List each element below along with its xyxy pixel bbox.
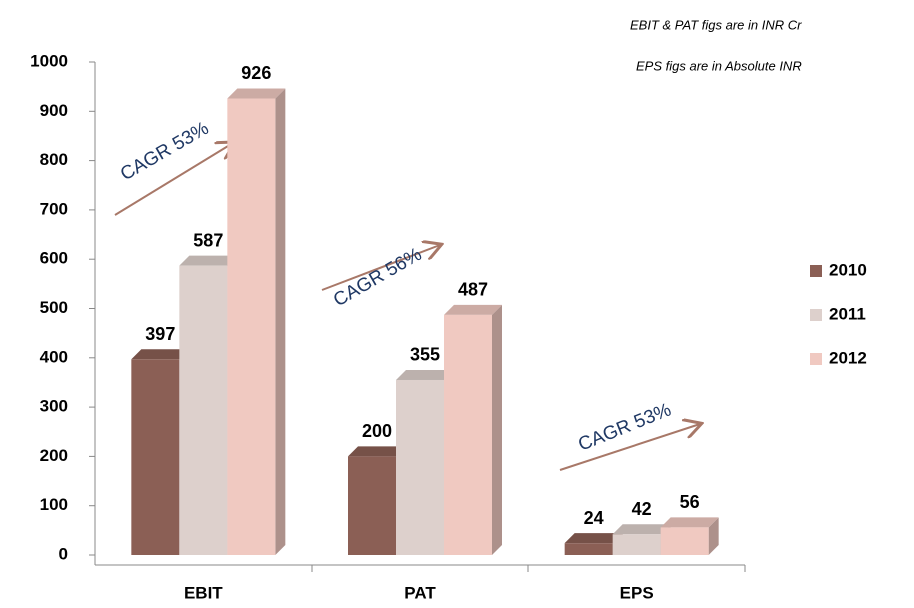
bar-face — [275, 88, 286, 556]
y-tick-label: 500 — [40, 298, 68, 317]
y-tick-label: 300 — [40, 397, 68, 416]
data-label: 926 — [241, 63, 271, 83]
bar-face — [396, 379, 444, 555]
unit-note: EPS figs are in Absolute INR — [636, 58, 802, 73]
y-tick-label: 400 — [40, 347, 68, 366]
legend-label: 2010 — [829, 260, 867, 279]
bar — [227, 88, 286, 556]
bar-face — [396, 369, 454, 380]
cagr-arrow — [559, 424, 700, 471]
data-label: 200 — [362, 421, 392, 441]
data-label: 355 — [410, 345, 440, 365]
y-tick-label: 600 — [40, 249, 68, 268]
y-tick-label: 100 — [40, 495, 68, 514]
bar-face — [227, 98, 276, 556]
bar-face — [612, 524, 671, 535]
bar-face — [444, 304, 502, 315]
x-tick-label: PAT — [404, 583, 436, 602]
bar-face — [564, 533, 623, 544]
bar-face — [227, 88, 286, 99]
cagr-arrow — [321, 245, 440, 291]
y-tick-label: 800 — [40, 150, 68, 169]
cagr-label: CAGR 56% — [330, 244, 426, 311]
bar-face — [660, 527, 709, 555]
bar-face — [131, 359, 180, 555]
data-label: 42 — [632, 499, 652, 519]
bar-face — [660, 517, 719, 528]
legend-label: 2011 — [829, 304, 866, 323]
data-label: 56 — [680, 492, 700, 512]
bar — [444, 304, 502, 555]
y-tick-label: 200 — [40, 446, 68, 465]
bar-face — [612, 534, 661, 555]
data-label: 24 — [584, 508, 604, 528]
legend-label: 2012 — [829, 348, 867, 367]
data-label: 487 — [458, 280, 488, 300]
bar-face — [348, 456, 396, 555]
legend-swatch — [810, 353, 822, 365]
y-tick-label: 900 — [40, 101, 68, 120]
cagr-arrow — [114, 143, 233, 216]
y-tick-label: 700 — [40, 199, 68, 218]
bar-face — [708, 517, 719, 555]
data-label: 587 — [193, 230, 223, 250]
legend-swatch — [810, 309, 822, 321]
x-tick-label: EPS — [620, 583, 654, 602]
bar-face — [131, 349, 190, 360]
cagr-label: CAGR 53% — [117, 118, 213, 185]
bar-face — [348, 446, 406, 457]
bar-face — [492, 304, 502, 555]
y-tick-label: 1000 — [30, 51, 68, 70]
cagr-label: CAGR 53% — [575, 399, 674, 455]
bar-face — [564, 543, 613, 555]
bar-face — [179, 265, 228, 555]
bar — [660, 517, 719, 555]
legend-swatch — [810, 265, 822, 277]
x-tick-label: EBIT — [184, 583, 223, 602]
bar-face — [179, 255, 238, 266]
data-label: 397 — [145, 324, 175, 344]
unit-note: EBIT & PAT figs are in INR Cr — [630, 17, 802, 32]
y-tick-label: 0 — [59, 544, 68, 563]
bar-face — [444, 314, 492, 555]
